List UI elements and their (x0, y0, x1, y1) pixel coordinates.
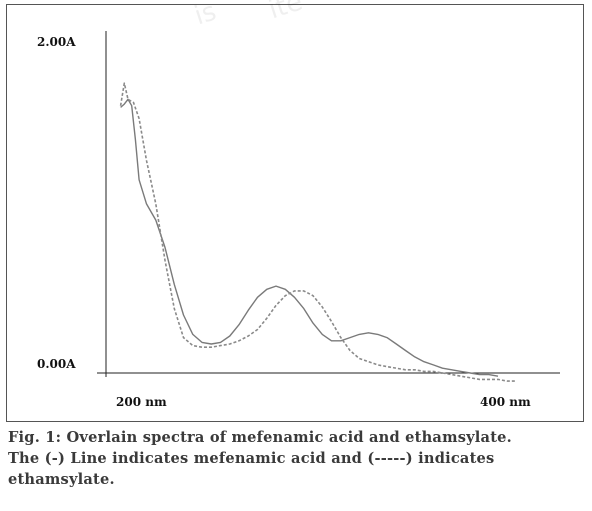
series-line-mefenamic-acid (120, 98, 499, 377)
caption-line: ethamsylate. (8, 471, 115, 488)
y-tick-top: 2.00A (37, 35, 76, 49)
tick-labels: 2.00A 0.00A 200 nm 400 nm (37, 35, 531, 409)
caption-line: Fig. 1: Overlain spectra of mefenamic ac… (8, 429, 512, 446)
figure-frame: is ite 2.00A 0.00A 200 nm 400 nm (6, 0, 584, 422)
spectra-chart: 2.00A 0.00A 200 nm 400 nm (37, 31, 560, 409)
caption-line: The (-) Line indicates mefenamic acid an… (8, 450, 495, 467)
axes (97, 31, 560, 377)
figure-caption: Fig. 1: Overlain spectra of mefenamic ac… (8, 427, 588, 490)
x-tick-right: 400 nm (480, 395, 531, 409)
series-layer (119, 82, 517, 382)
x-tick-left: 200 nm (116, 395, 167, 409)
series-line-ethamsylate (119, 82, 517, 382)
y-tick-bottom: 0.00A (37, 357, 76, 371)
